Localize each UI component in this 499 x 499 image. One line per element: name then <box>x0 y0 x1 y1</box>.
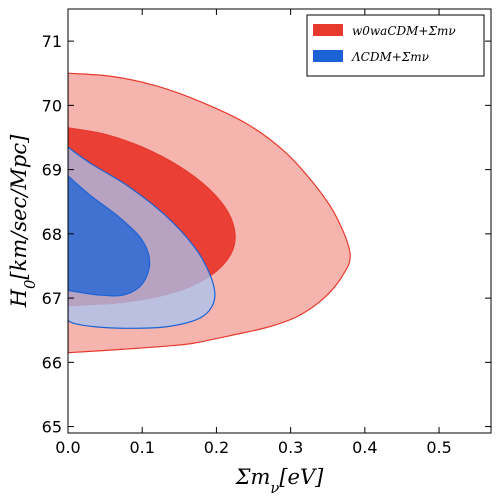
legend-label-w0wacdm: w0waCDM+Σmν <box>352 24 456 38</box>
y-tick-label: 65 <box>42 418 62 437</box>
x-tick-label: 0.3 <box>278 438 303 457</box>
y-axis-label: H0[km/sec/Mpc] <box>7 134 39 308</box>
x-axis-label: Σmν[eV] <box>235 465 324 497</box>
legend-label-lcdm: ΛCDM+Σmν <box>351 50 429 64</box>
plot-frame <box>67 8 492 434</box>
x-tick-label: 0.5 <box>426 438 451 457</box>
x-tick-label: 0.4 <box>352 438 377 457</box>
y-tick-label: 70 <box>42 96 62 115</box>
y-tick-label: 69 <box>42 161 62 180</box>
lcdm-contour-68 <box>68 175 151 297</box>
y-tick-label: 66 <box>42 353 62 372</box>
y-tick-label: 68 <box>42 225 62 244</box>
x-tick-label: 0.0 <box>55 438 80 457</box>
contour-layer <box>68 72 351 354</box>
x-tick-label: 0.2 <box>204 438 229 457</box>
y-tick-label: 67 <box>42 289 62 308</box>
legend: w0waCDM+Σmν ΛCDM+Σmν <box>306 14 485 77</box>
y-tick-label: 71 <box>42 32 62 51</box>
legend-swatch-lcdm <box>313 50 343 62</box>
axis-ticks: 0.0 0.1 0.2 0.3 0.4 0.5 65 66 67 68 69 70 71 <box>42 9 491 457</box>
legend-swatch-w0wacdm <box>313 24 343 36</box>
x-tick-label: 0.1 <box>129 438 154 457</box>
